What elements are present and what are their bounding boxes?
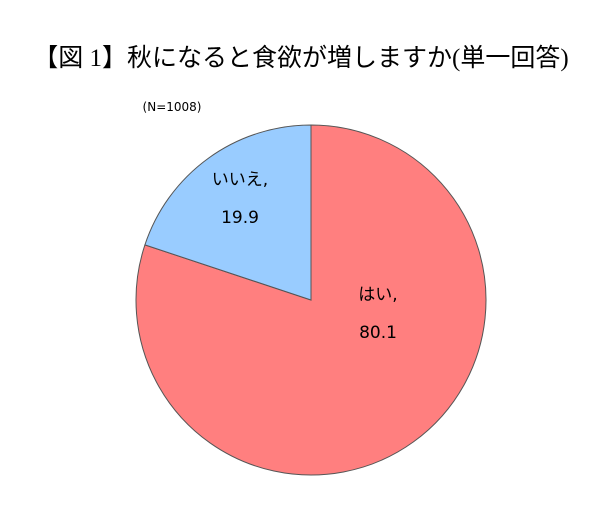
slice-label: いいえ, [212,170,268,190]
chart-subtitle: (N=1008) [143,100,202,114]
value-label: 80.1 [359,323,397,343]
chart-title: 【図 1】秋になると食欲が増しますか(単一回答) [33,44,568,72]
slice-label: はい, [358,285,397,305]
pie-slice [144,124,312,301]
value-label: 19.9 [221,208,259,228]
